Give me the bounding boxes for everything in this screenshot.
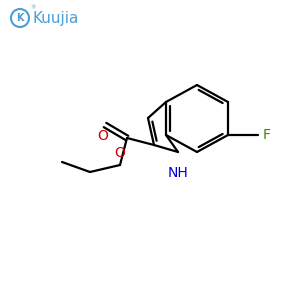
Text: O: O — [115, 146, 125, 160]
Text: K: K — [16, 13, 24, 23]
Text: Kuujia: Kuujia — [33, 11, 80, 26]
Text: O: O — [98, 129, 108, 143]
Text: F: F — [263, 128, 271, 142]
Text: ®: ® — [30, 5, 35, 10]
Text: NH: NH — [168, 166, 188, 180]
